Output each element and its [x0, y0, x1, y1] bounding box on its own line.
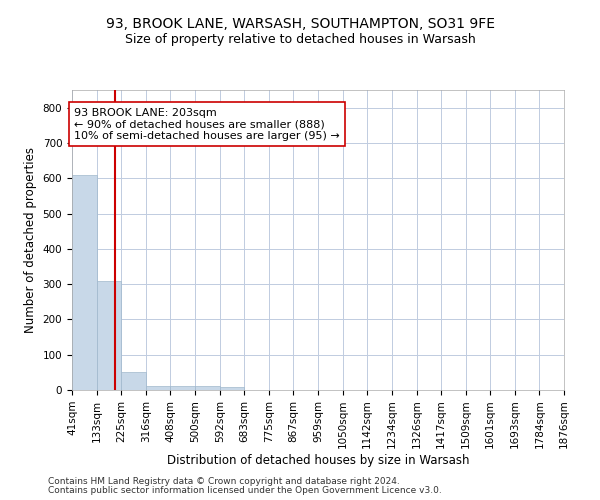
Bar — [170, 386, 195, 390]
Text: Size of property relative to detached houses in Warsash: Size of property relative to detached ho… — [125, 32, 475, 46]
Bar — [195, 386, 220, 390]
Bar — [220, 387, 244, 390]
Y-axis label: Number of detached properties: Number of detached properties — [24, 147, 37, 333]
Text: Contains public sector information licensed under the Open Government Licence v3: Contains public sector information licen… — [48, 486, 442, 495]
X-axis label: Distribution of detached houses by size in Warsash: Distribution of detached houses by size … — [167, 454, 469, 467]
Text: 93 BROOK LANE: 203sqm
← 90% of detached houses are smaller (888)
10% of semi-det: 93 BROOK LANE: 203sqm ← 90% of detached … — [74, 108, 340, 141]
Bar — [121, 372, 146, 390]
Bar — [97, 280, 121, 390]
Bar — [146, 386, 170, 390]
Text: Contains HM Land Registry data © Crown copyright and database right 2024.: Contains HM Land Registry data © Crown c… — [48, 477, 400, 486]
Text: 93, BROOK LANE, WARSASH, SOUTHAMPTON, SO31 9FE: 93, BROOK LANE, WARSASH, SOUTHAMPTON, SO… — [106, 18, 494, 32]
Bar — [72, 174, 97, 390]
